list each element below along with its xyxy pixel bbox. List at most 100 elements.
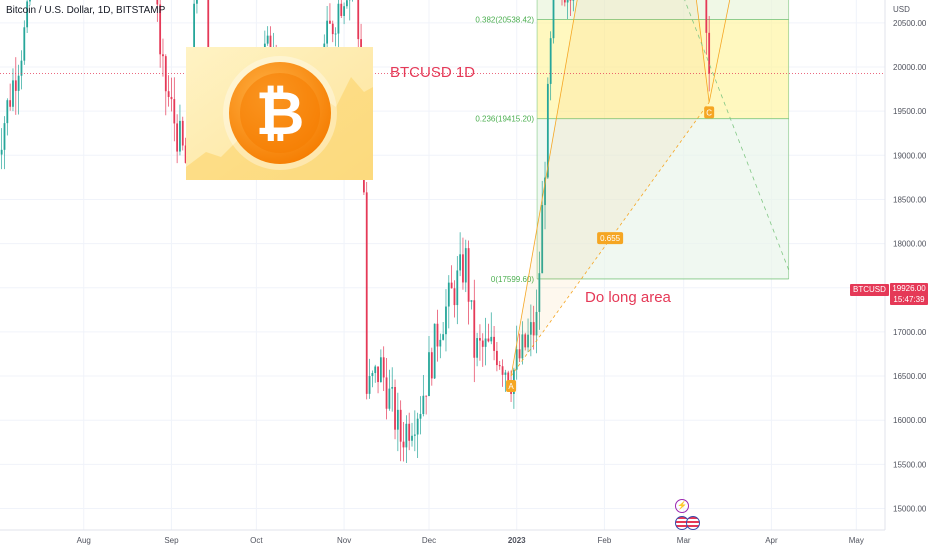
candle-body <box>170 96 173 100</box>
candle-body <box>266 35 269 44</box>
price-tick-label: 15500.00 <box>893 460 927 469</box>
time-tick-label: May <box>849 536 864 545</box>
harmonic-point-marker <box>704 106 715 119</box>
price-tick-label: 19500.00 <box>893 107 927 116</box>
candle-body <box>467 248 470 302</box>
candle-body <box>490 336 493 342</box>
price-tick-label: 15000.00 <box>893 505 927 514</box>
candle-body <box>481 340 484 347</box>
time-tick-label: Sep <box>164 536 179 545</box>
candle-body <box>532 322 535 336</box>
harmonic-leg <box>510 0 578 377</box>
time-axis: Aug Sep Oct Nov Dec 2023 Feb Mar Apr May <box>77 536 864 545</box>
us-flag-event-icon-2[interactable] <box>686 516 700 530</box>
time-tick-label: Apr <box>765 536 778 545</box>
currency-label: USD <box>893 5 910 14</box>
candle-body <box>365 192 368 394</box>
symbol-price-tag: BTCUSD <box>850 284 889 296</box>
candle-body <box>346 0 348 7</box>
candle-body <box>388 388 391 409</box>
candle-body <box>0 149 3 155</box>
candle-body <box>368 376 371 394</box>
time-tick-label: Aug <box>77 536 91 545</box>
candle-body <box>385 377 388 409</box>
price-tick-label: 16000.00 <box>893 416 927 425</box>
candle-body <box>476 338 478 358</box>
harmonic-pattern: ABCD0.7150.655 <box>506 0 790 393</box>
price-tick-label: 16500.00 <box>893 372 927 381</box>
candle-body <box>527 334 529 348</box>
candle-body <box>179 120 181 152</box>
candle-body <box>167 91 170 97</box>
candle-body <box>331 23 334 35</box>
fib-level-label: 0.236(19415.20) <box>475 115 534 124</box>
candle-body <box>162 54 164 57</box>
candle-body <box>337 3 340 34</box>
candle-body <box>705 0 708 33</box>
fib-zone <box>537 118 789 279</box>
harmonic-triangle <box>511 0 710 377</box>
candle-body <box>343 6 345 16</box>
candle-body <box>176 123 179 152</box>
candle-body <box>374 366 377 374</box>
candle-body <box>159 4 162 55</box>
price-tick-label: 18000.00 <box>893 240 927 249</box>
candle-body <box>439 339 442 347</box>
candle-body <box>399 409 402 442</box>
candle-body <box>549 38 552 84</box>
candle-body <box>504 372 507 375</box>
candle-body <box>521 334 524 359</box>
candle-body <box>9 100 12 107</box>
candle-body <box>193 3 195 55</box>
time-tick-label: Nov <box>337 536 351 545</box>
candle-body <box>425 395 428 397</box>
candle-body <box>413 434 416 436</box>
candle-body <box>430 352 433 379</box>
candle-body <box>450 282 453 289</box>
time-tick-label: Mar <box>677 536 691 545</box>
candle-body <box>433 323 436 379</box>
lightning-event-icon[interactable]: ⚡ <box>675 499 689 513</box>
candle-body <box>515 349 518 370</box>
candle-body <box>436 323 439 347</box>
bar-countdown: 15:47:39 <box>893 295 925 304</box>
candle-body <box>402 441 405 448</box>
candle-body <box>382 357 385 378</box>
candle-body <box>329 20 331 24</box>
candle-body <box>26 1 29 28</box>
candle-body <box>196 0 198 4</box>
candle-body <box>422 395 425 415</box>
candle-body <box>544 177 546 206</box>
candle-body <box>181 120 184 146</box>
candle-body <box>396 409 399 430</box>
candle-body <box>487 338 490 342</box>
candle-body <box>535 311 538 336</box>
candle-body <box>498 365 501 367</box>
candle-body <box>518 349 521 359</box>
fib-zone <box>537 19 789 119</box>
candle-body <box>419 414 422 419</box>
candle-body <box>484 338 487 347</box>
candle-body <box>524 334 527 348</box>
candle-body <box>459 254 462 271</box>
candle-body <box>12 80 14 107</box>
candle-body <box>23 27 26 61</box>
fib-retracement: 1(25292.85)0.786(23646.49)0.618(22354.03… <box>475 15 789 284</box>
candle-body <box>156 0 159 5</box>
candle-body <box>377 366 379 383</box>
candle-body <box>207 0 210 61</box>
candle-body <box>479 338 481 341</box>
candle-body <box>445 306 447 335</box>
candle-body <box>496 350 498 366</box>
candle-body <box>453 288 456 306</box>
time-tick-label: Dec <box>422 536 436 545</box>
harmonic-ratio-label: 0.655 <box>600 234 621 243</box>
bitcoin-symbol-icon: ₿ <box>256 79 305 149</box>
price-tick-label: 19000.00 <box>893 151 927 160</box>
long-area-label: Do long area <box>585 289 671 306</box>
current-price-value: 19926.00 <box>892 284 926 293</box>
candle-body <box>462 254 464 283</box>
harmonic-leg <box>708 0 731 103</box>
